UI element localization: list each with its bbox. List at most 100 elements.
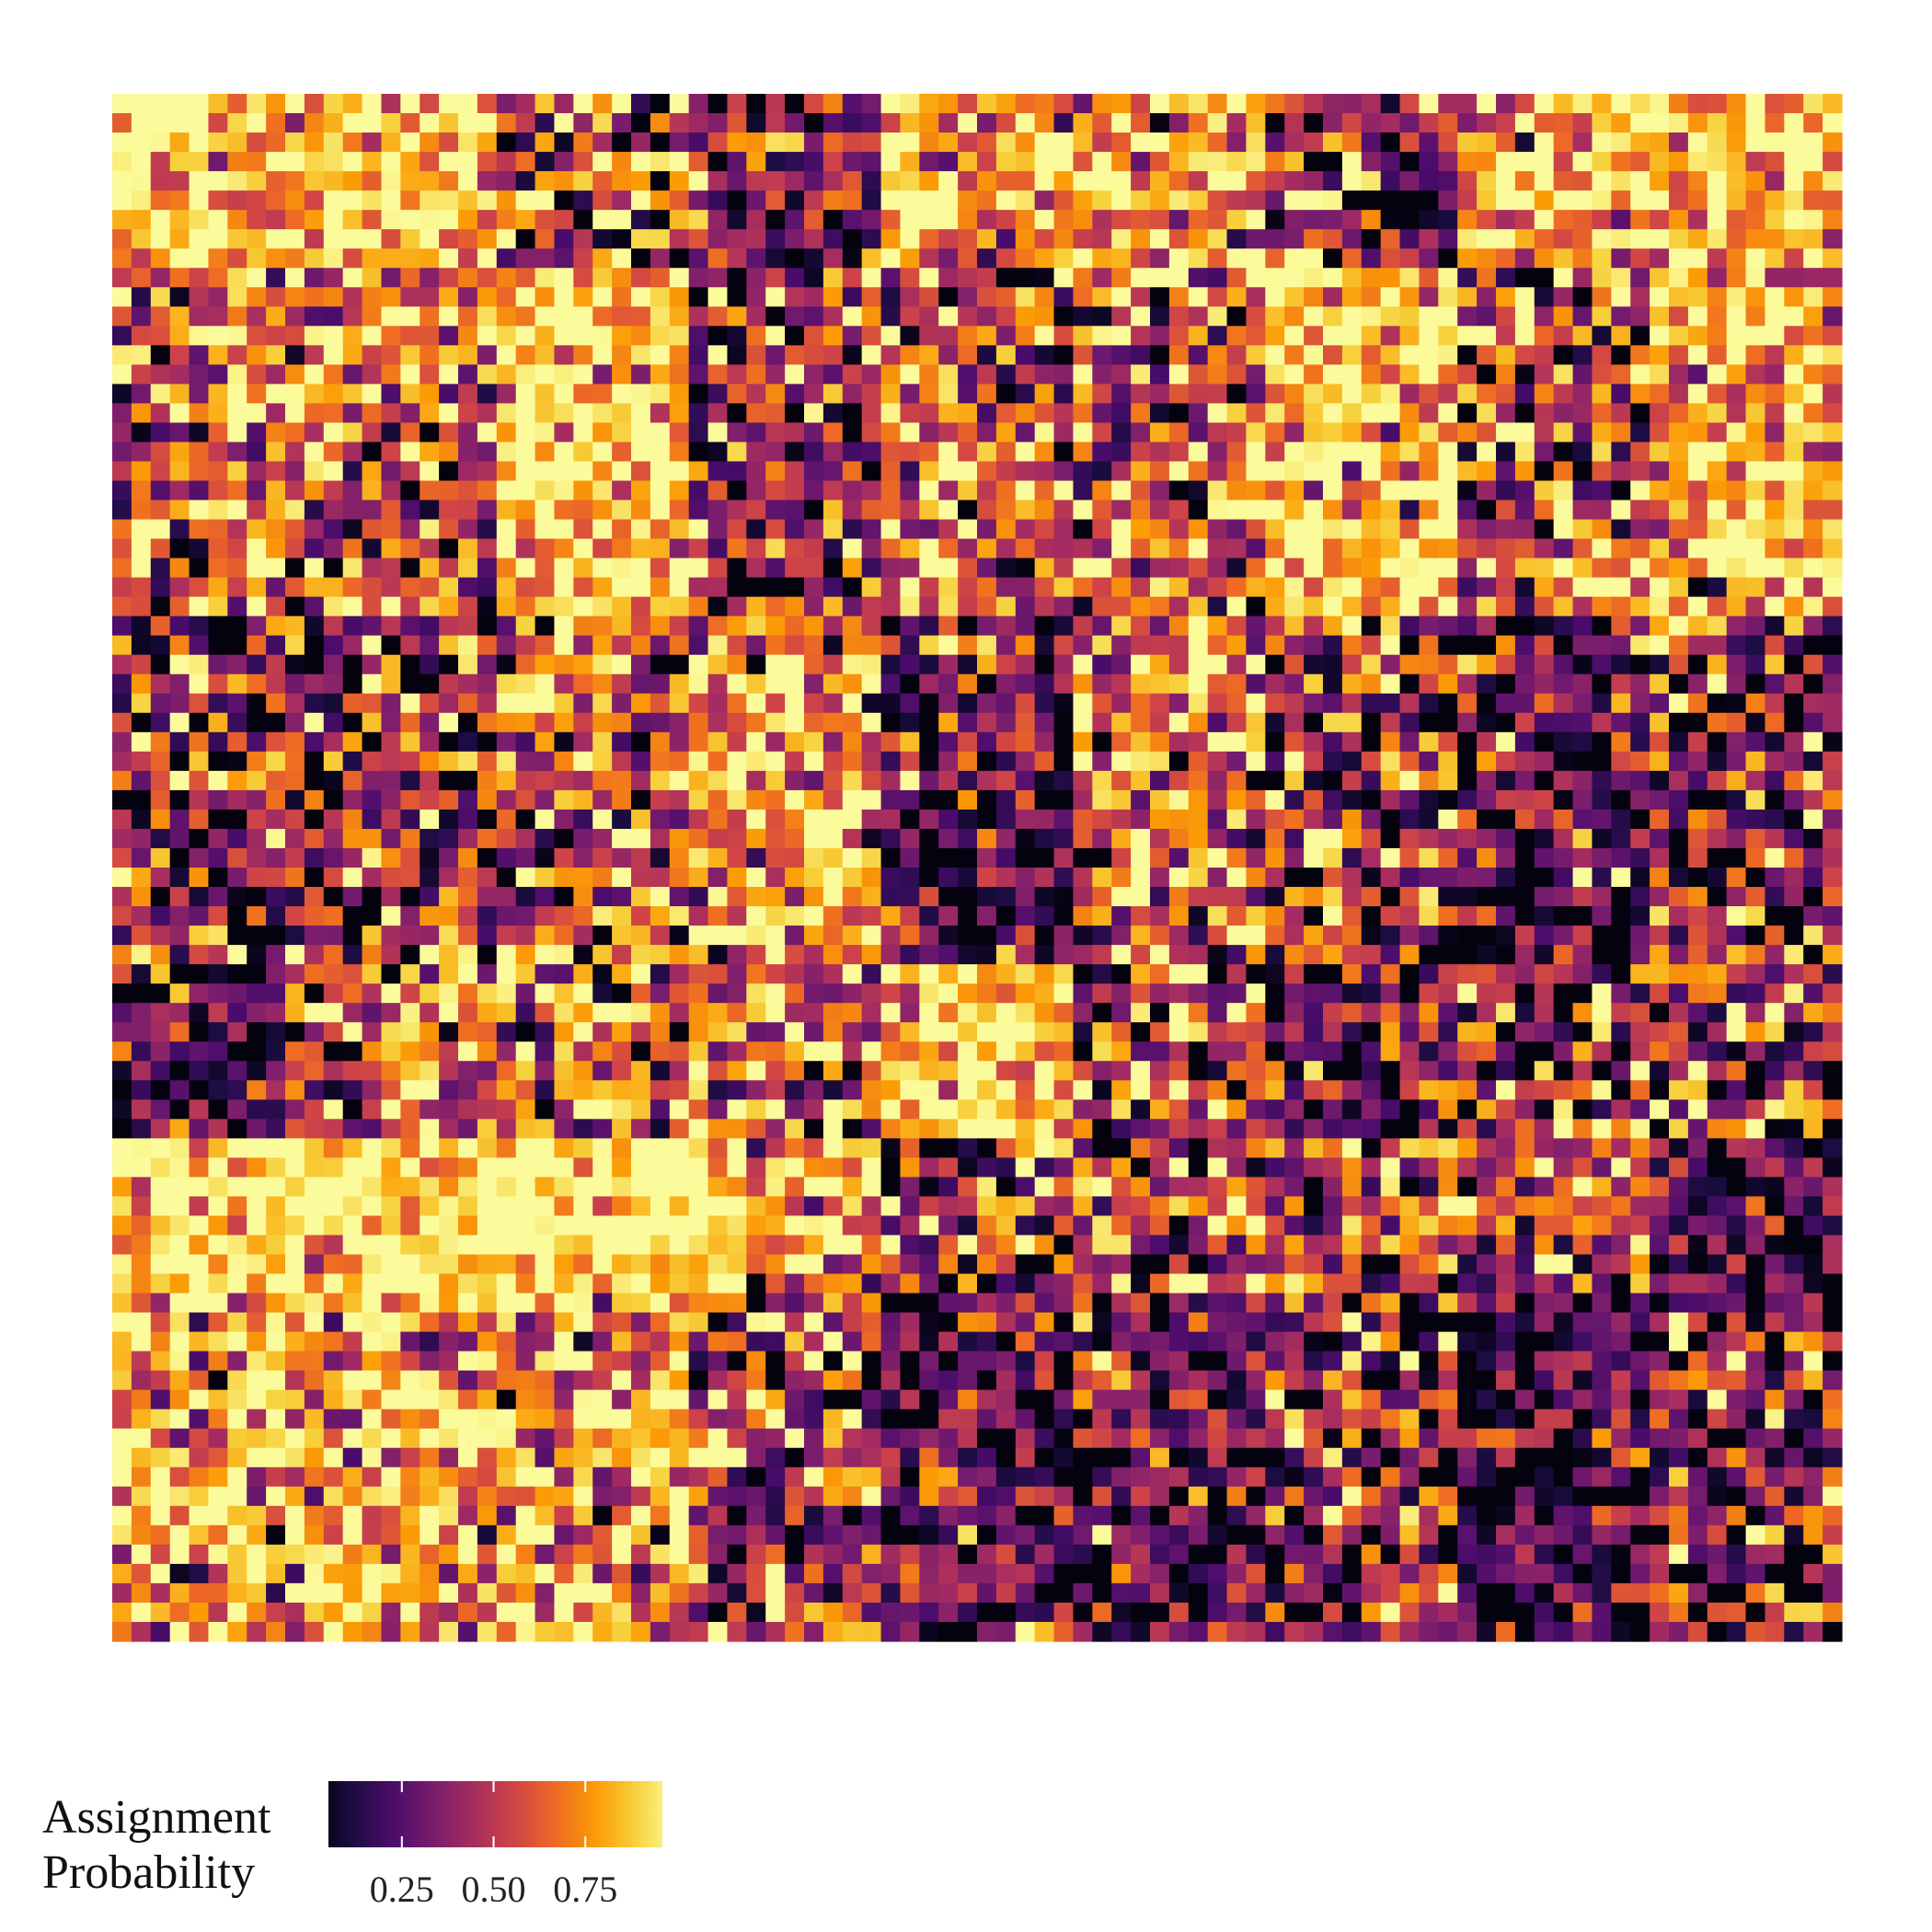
heatmap-cell bbox=[1726, 1099, 1747, 1120]
heatmap-cell bbox=[1304, 384, 1324, 405]
heatmap-cell bbox=[1380, 422, 1401, 443]
heatmap-cell bbox=[266, 113, 286, 133]
heatmap-cell bbox=[323, 926, 344, 946]
heatmap-cell bbox=[1553, 1080, 1574, 1100]
heatmap-cell bbox=[822, 171, 844, 191]
heatmap-cell bbox=[1188, 926, 1209, 946]
heatmap-cell bbox=[1284, 983, 1305, 1004]
heatmap-cell bbox=[765, 1099, 786, 1120]
heatmap-cell bbox=[1092, 442, 1112, 463]
heatmap-cell bbox=[1669, 751, 1689, 772]
heatmap-cell bbox=[1496, 268, 1516, 288]
heatmap-cell bbox=[1803, 287, 1823, 307]
heatmap-cell bbox=[1399, 364, 1420, 385]
heatmap-cell bbox=[266, 887, 286, 907]
heatmap-cell bbox=[1669, 983, 1689, 1004]
heatmap-cell bbox=[285, 789, 305, 811]
heatmap-cell bbox=[1399, 442, 1420, 463]
heatmap-cell bbox=[458, 983, 478, 1004]
heatmap-cell bbox=[727, 693, 747, 714]
heatmap-cell bbox=[400, 500, 420, 521]
heatmap-cell bbox=[1073, 326, 1093, 346]
heatmap-cell bbox=[880, 364, 902, 385]
heatmap-cell bbox=[842, 461, 863, 482]
heatmap-cell bbox=[995, 364, 1017, 385]
heatmap-cell bbox=[746, 789, 766, 811]
heatmap-cell bbox=[1053, 384, 1075, 405]
heatmap-cell bbox=[977, 887, 997, 907]
heatmap-cell bbox=[1592, 693, 1612, 714]
heatmap-cell bbox=[400, 364, 420, 385]
heatmap-cell bbox=[592, 268, 613, 288]
heatmap-cell bbox=[208, 500, 228, 521]
heatmap-cell bbox=[1053, 828, 1075, 849]
heatmap-cell bbox=[727, 926, 747, 946]
heatmap-cell bbox=[1246, 673, 1266, 695]
heatmap-cell bbox=[323, 480, 344, 501]
heatmap-cell bbox=[169, 306, 190, 327]
heatmap-cell bbox=[1823, 1119, 1843, 1139]
heatmap-cell bbox=[1226, 558, 1248, 579]
heatmap-cell bbox=[785, 1003, 805, 1023]
heatmap-cell bbox=[1111, 1003, 1132, 1023]
heatmap-cell bbox=[785, 828, 805, 849]
heatmap-cell bbox=[1168, 789, 1190, 811]
heatmap-cell bbox=[573, 248, 593, 269]
heatmap-cell bbox=[323, 519, 344, 540]
heatmap-cell bbox=[1304, 1119, 1324, 1139]
heatmap-cell bbox=[1304, 615, 1324, 637]
heatmap-cell bbox=[958, 538, 978, 559]
heatmap-cell bbox=[1496, 983, 1516, 1004]
heatmap-cell bbox=[150, 1138, 171, 1158]
heatmap-cell bbox=[822, 345, 844, 365]
heatmap-cell bbox=[1361, 1022, 1382, 1042]
heatmap-cell bbox=[958, 1138, 978, 1158]
heatmap-cell bbox=[1650, 558, 1670, 579]
heatmap-cell bbox=[323, 326, 344, 346]
heatmap-cell bbox=[496, 906, 517, 926]
heatmap-cell bbox=[1188, 868, 1209, 888]
heatmap-cell bbox=[573, 1041, 593, 1062]
heatmap-cell bbox=[1457, 384, 1478, 405]
heatmap-cell bbox=[1669, 422, 1689, 443]
heatmap-cell bbox=[631, 113, 651, 133]
heatmap-cell bbox=[1592, 983, 1612, 1004]
heatmap-cell bbox=[958, 868, 978, 888]
heatmap-cell bbox=[1630, 132, 1650, 153]
heatmap-cell bbox=[1304, 132, 1324, 153]
heatmap-cell bbox=[1745, 94, 1766, 114]
heatmap-cell bbox=[1457, 190, 1478, 211]
heatmap-cell bbox=[1111, 1080, 1132, 1100]
heatmap-cell bbox=[1150, 577, 1170, 598]
heatmap-cell bbox=[1514, 596, 1535, 617]
heatmap-cell bbox=[1765, 1099, 1785, 1120]
heatmap-cell bbox=[535, 1041, 556, 1062]
heatmap-cell bbox=[1784, 906, 1804, 926]
heatmap-cell bbox=[861, 712, 882, 733]
heatmap-cell bbox=[1650, 422, 1670, 443]
heatmap-cell bbox=[1514, 538, 1535, 559]
heatmap-cell bbox=[746, 887, 766, 907]
heatmap-cell bbox=[362, 268, 383, 288]
heatmap-cell bbox=[1380, 538, 1401, 559]
heatmap-cell bbox=[515, 1138, 536, 1158]
heatmap-cell bbox=[1092, 1119, 1112, 1139]
heatmap-cell bbox=[342, 190, 363, 211]
heatmap-cell bbox=[765, 442, 786, 463]
heatmap-cell bbox=[1534, 480, 1555, 501]
heatmap-cell bbox=[554, 809, 574, 830]
heatmap-cell bbox=[150, 868, 171, 888]
heatmap-cell bbox=[400, 229, 420, 249]
heatmap-cell bbox=[573, 926, 593, 946]
heatmap-cell bbox=[1015, 248, 1036, 269]
heatmap-cell bbox=[1168, 635, 1190, 656]
heatmap-cell bbox=[1207, 1138, 1228, 1158]
heatmap-cell bbox=[707, 210, 729, 230]
heatmap-cell bbox=[900, 828, 920, 849]
heatmap-cell bbox=[1477, 1003, 1497, 1023]
heatmap-cell bbox=[650, 945, 671, 965]
heatmap-cell bbox=[208, 461, 228, 482]
heatmap-cell bbox=[1207, 558, 1228, 579]
heatmap-cell bbox=[1477, 770, 1497, 791]
heatmap-cell bbox=[323, 171, 344, 191]
